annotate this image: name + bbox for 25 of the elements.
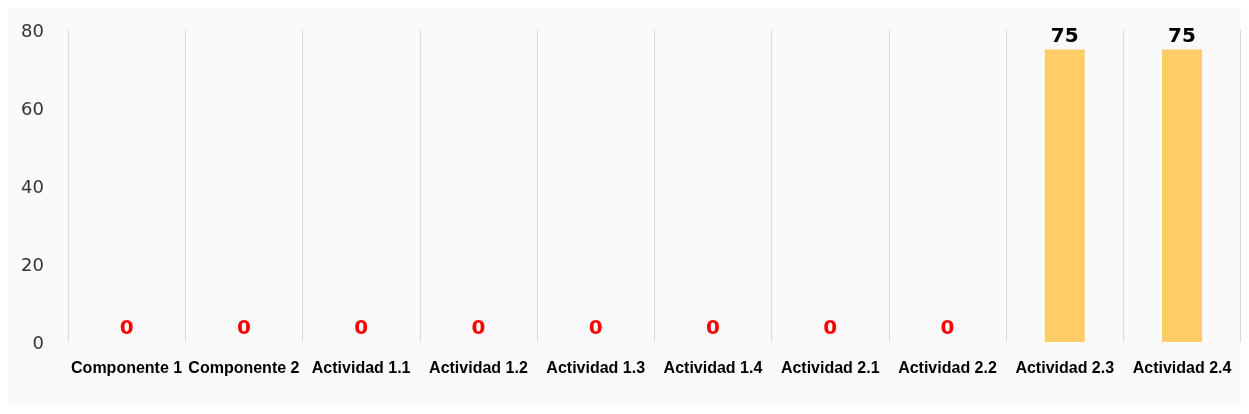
data-label: 0 — [119, 315, 134, 339]
x-tick-label: Actividad 1.4 — [663, 358, 763, 376]
data-label: 0 — [823, 315, 838, 339]
data-label: 0 — [706, 315, 720, 339]
x-tick-label: Actividad 2.1 — [780, 358, 880, 376]
y-tick-label: 60 — [21, 97, 44, 119]
data-label: 0 — [588, 315, 603, 339]
data-label: 75 — [1168, 22, 1196, 47]
y-tick-label: 20 — [21, 253, 44, 275]
data-label: 0 — [471, 315, 486, 339]
x-tick-label: Componente 2 — [188, 358, 300, 376]
x-tick-label: Actividad 1.2 — [429, 358, 528, 376]
x-tick-label: Actividad 1.1 — [311, 358, 411, 376]
x-tick-label: Actividad 2.3 — [1015, 358, 1115, 376]
x-tick-label: Actividad 2.4 — [1132, 358, 1232, 376]
x-tick-label: Actividad 2.2 — [898, 358, 997, 376]
y-tick-label: 80 — [21, 19, 44, 41]
data-label: 0 — [354, 315, 369, 339]
y-tick-label: 40 — [21, 175, 44, 197]
x-tick-label: Actividad 1.3 — [546, 358, 646, 376]
data-label: 0 — [236, 315, 251, 339]
x-tick-label: Componente 1 — [71, 358, 183, 376]
data-label: 0 — [940, 315, 955, 339]
data-label: 75 — [1050, 22, 1079, 47]
y-tick-label: 0 — [32, 331, 44, 353]
